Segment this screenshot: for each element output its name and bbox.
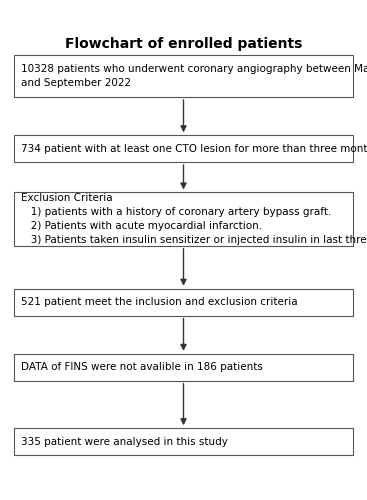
FancyBboxPatch shape (14, 55, 353, 97)
Text: Flowchart of enrolled patients: Flowchart of enrolled patients (65, 36, 302, 51)
Text: DATA of FINS were not avalible in 186 patients: DATA of FINS were not avalible in 186 pa… (21, 362, 263, 372)
Text: 734 patient with at least one CTO lesion for more than three months: 734 patient with at least one CTO lesion… (21, 144, 367, 154)
Text: 10328 patients who underwent coronary angiography between May 2018
and September: 10328 patients who underwent coronary an… (21, 64, 367, 88)
Text: 335 patient were analysed in this study: 335 patient were analysed in this study (21, 436, 228, 446)
FancyBboxPatch shape (14, 354, 353, 380)
Text: Exclusion Criteria
   1) patients with a history of coronary artery bypass graft: Exclusion Criteria 1) patients with a hi… (21, 193, 367, 245)
Text: 521 patient meet the inclusion and exclusion criteria: 521 patient meet the inclusion and exclu… (21, 297, 298, 307)
FancyBboxPatch shape (14, 288, 353, 316)
FancyBboxPatch shape (14, 428, 353, 455)
FancyBboxPatch shape (14, 135, 353, 162)
FancyBboxPatch shape (14, 192, 353, 246)
